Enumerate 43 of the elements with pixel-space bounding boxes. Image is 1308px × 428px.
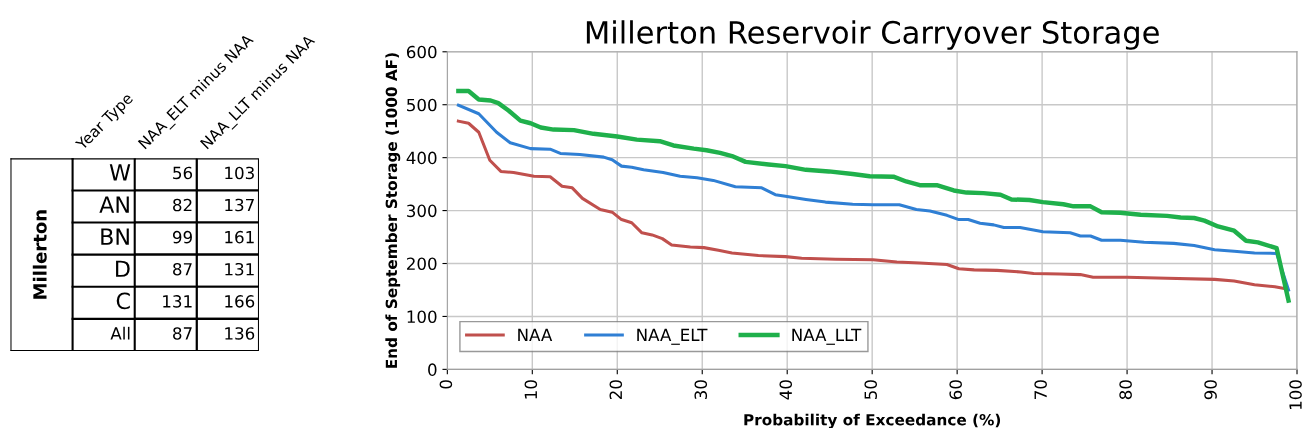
x-tick-label: 90: [1204, 380, 1217, 400]
x-tick-label: 20: [609, 380, 623, 400]
y-tick-label: 400: [406, 151, 437, 165]
y-tick-label: 300: [407, 204, 437, 218]
data-label: 161: [225, 230, 254, 244]
x-tick-label: 10: [524, 380, 538, 399]
x-tick-label: 50: [864, 380, 878, 400]
y-tick-label: 500: [407, 98, 437, 112]
data-label: 137: [225, 198, 254, 212]
legend-label: NAA: [518, 328, 553, 341]
x-axis-title: Probability of Exceedance (%): [744, 413, 1001, 428]
x-tick-label: 70: [1034, 380, 1047, 399]
chart-title: Millerton Reservoir Carryover Storage: [586, 20, 1159, 50]
y-tick-label: 100: [407, 310, 437, 323]
y-axis-title: Millerton: [32, 210, 47, 299]
data-label: 87: [173, 262, 192, 276]
y-tick-label: D: [116, 260, 130, 277]
y-tick-label: BN: [101, 228, 129, 245]
y-tick-label: 200: [407, 257, 437, 271]
y-tick-label: C: [116, 292, 130, 310]
data-label: 56: [173, 166, 193, 180]
y-tick-label: AN: [99, 196, 129, 213]
data-label: 99: [172, 230, 192, 244]
y-tick-label: 600: [406, 45, 437, 59]
x-tick-label: 80: [1119, 380, 1132, 400]
data-label: 131: [163, 295, 192, 308]
x-tick-label: 0: [439, 380, 453, 389]
data-label: 87: [173, 327, 192, 340]
x-tick-label: 60: [949, 380, 962, 400]
data-label: 166: [225, 295, 255, 308]
y-tick-label: 0: [428, 363, 437, 376]
data-label: 136: [225, 327, 255, 340]
y-tick-label: W: [109, 164, 131, 181]
data-label: 131: [225, 262, 254, 276]
x-tick-label: 40: [779, 380, 793, 400]
data-label: 82: [173, 198, 192, 212]
x-tick-label: 100: [1289, 380, 1302, 410]
y-axis-title: End of September Storage (1000 AF): [385, 53, 401, 368]
data-label: 103: [225, 166, 254, 180]
legend-label: NAA_ELT: [637, 328, 708, 345]
y-tick-label: All: [110, 326, 130, 340]
legend-label: NAA_LLT: [792, 328, 862, 345]
x-tick-label: 30: [694, 380, 708, 400]
